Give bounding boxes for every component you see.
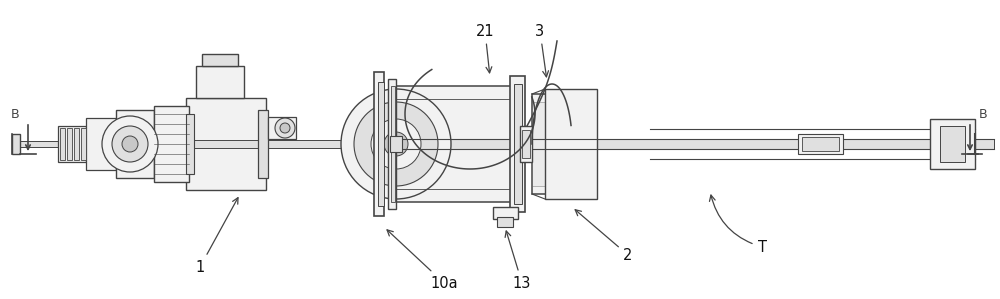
Text: B: B (979, 108, 987, 120)
Bar (930, 119, 975, 169)
Bar (196, 66, 244, 98)
Circle shape (122, 136, 138, 152)
Bar (388, 79, 396, 209)
Bar (268, 117, 296, 139)
Circle shape (341, 89, 451, 199)
Text: 3: 3 (535, 24, 549, 77)
Text: 1: 1 (195, 198, 238, 274)
Text: B: B (11, 108, 19, 120)
Bar (522, 130, 530, 158)
Bar (86, 118, 116, 170)
Bar (396, 86, 514, 202)
Circle shape (102, 116, 158, 172)
Circle shape (384, 132, 408, 156)
Bar (510, 76, 525, 212)
Text: 21: 21 (476, 24, 494, 73)
Bar (493, 207, 518, 219)
Bar (391, 86, 395, 202)
Bar (58, 126, 86, 162)
Bar (186, 98, 266, 190)
Circle shape (112, 126, 148, 162)
Bar (798, 134, 843, 154)
Bar (60, 128, 65, 160)
Bar (545, 89, 597, 199)
Circle shape (371, 119, 421, 169)
Bar (378, 82, 384, 206)
Text: 13: 13 (505, 231, 531, 291)
Bar (374, 72, 384, 216)
Bar (12, 134, 20, 154)
Bar (186, 114, 194, 174)
Circle shape (275, 118, 295, 138)
Bar (154, 106, 189, 182)
Bar (802, 137, 839, 151)
Bar (497, 217, 513, 227)
Bar (258, 110, 268, 178)
Circle shape (354, 102, 438, 186)
Bar (268, 140, 376, 148)
Text: 10a: 10a (387, 230, 458, 291)
Bar (74, 128, 79, 160)
Text: T: T (709, 195, 767, 254)
Bar (67, 128, 72, 160)
Bar (81, 128, 86, 160)
Bar (202, 54, 238, 66)
Bar (532, 94, 597, 194)
Circle shape (280, 123, 290, 133)
Bar (390, 136, 402, 152)
Bar (394, 139, 994, 149)
Bar (514, 84, 522, 204)
Bar (15, 141, 60, 147)
Bar (532, 102, 592, 186)
Bar (940, 126, 965, 162)
Bar (58, 140, 268, 148)
Bar (116, 110, 154, 178)
Bar (520, 126, 532, 162)
Text: 2: 2 (575, 210, 633, 263)
